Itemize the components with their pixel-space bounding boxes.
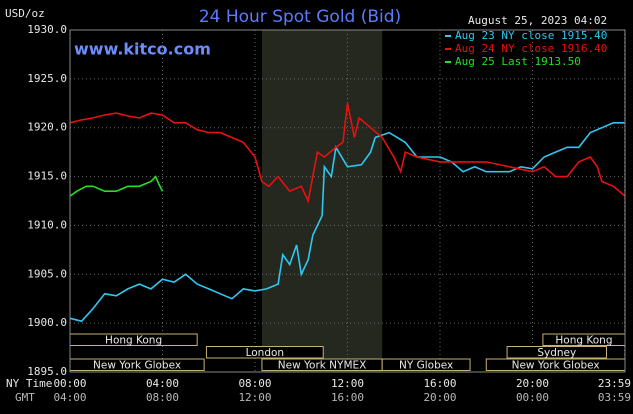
chart-title: 24 Hour Spot Gold (Bid) — [199, 7, 401, 27]
session-box — [506, 346, 607, 359]
y-tick-label: 1925.0 — [27, 72, 67, 85]
x-tick-label: 12:00 — [331, 377, 364, 390]
session-label: NY Globex — [399, 359, 453, 371]
source: www.kitco.com — [74, 40, 211, 59]
x-tick-label: 23:59 — [598, 377, 631, 390]
session-box — [205, 346, 324, 359]
x-tick-label: 16:00 — [423, 377, 456, 390]
y-tick-label: 1930.0 — [27, 23, 67, 36]
session-label: New York NYMEX — [278, 359, 367, 371]
series-line — [69, 175, 164, 197]
x-tick-label-gmt: 12:00 — [238, 391, 271, 404]
legend-entry: Aug 23 NY close 1915.40 — [455, 29, 607, 42]
y-tick-label: 1905.0 — [27, 267, 67, 280]
session-label: London — [246, 347, 285, 359]
chart-subtitle: August 25, 2023 04:02 — [468, 14, 607, 27]
y-tick-label: 1920.0 — [27, 121, 67, 134]
x-tick-label: 00:00 — [53, 377, 86, 390]
y-tick-label: 1900.0 — [27, 316, 67, 329]
plot-frame — [69, 29, 626, 373]
x-row-label: GMT — [15, 391, 35, 404]
legend-entry: Aug 24 NY close 1916.40 — [455, 42, 607, 55]
y-tick-label: 1915.0 — [27, 170, 67, 183]
x-tick-label: 04:00 — [146, 377, 179, 390]
x-tick-label-gmt: 03:59 — [598, 391, 631, 404]
y-tick-label: 1895.0 — [27, 365, 67, 378]
x-tick-label-gmt: 20:00 — [423, 391, 456, 404]
session-label: Hong Kong — [105, 334, 162, 346]
x-tick-label-gmt: 04:00 — [53, 391, 86, 404]
x-row-label: NY Time — [6, 377, 52, 390]
session-label: New York Globex — [512, 359, 600, 371]
x-tick-label: 20:00 — [516, 377, 549, 390]
session-label: Hong Kong — [555, 334, 612, 346]
x-tick-label-gmt: 00:00 — [516, 391, 549, 404]
session-label: Sydney — [537, 347, 576, 359]
series-line — [69, 122, 625, 323]
x-tick-label-gmt: 08:00 — [146, 391, 179, 404]
series-line — [69, 103, 626, 204]
y-tick-label: 1910.0 — [27, 218, 67, 231]
x-tick-label-gmt: 16:00 — [331, 391, 364, 404]
y-axis-label: USD/oz — [5, 7, 45, 20]
x-tick-label: 08:00 — [238, 377, 271, 390]
legend-entry: Aug 25 Last 1913.50 — [455, 55, 581, 68]
session-label: New York Globex — [93, 359, 181, 371]
session-box — [381, 358, 471, 371]
